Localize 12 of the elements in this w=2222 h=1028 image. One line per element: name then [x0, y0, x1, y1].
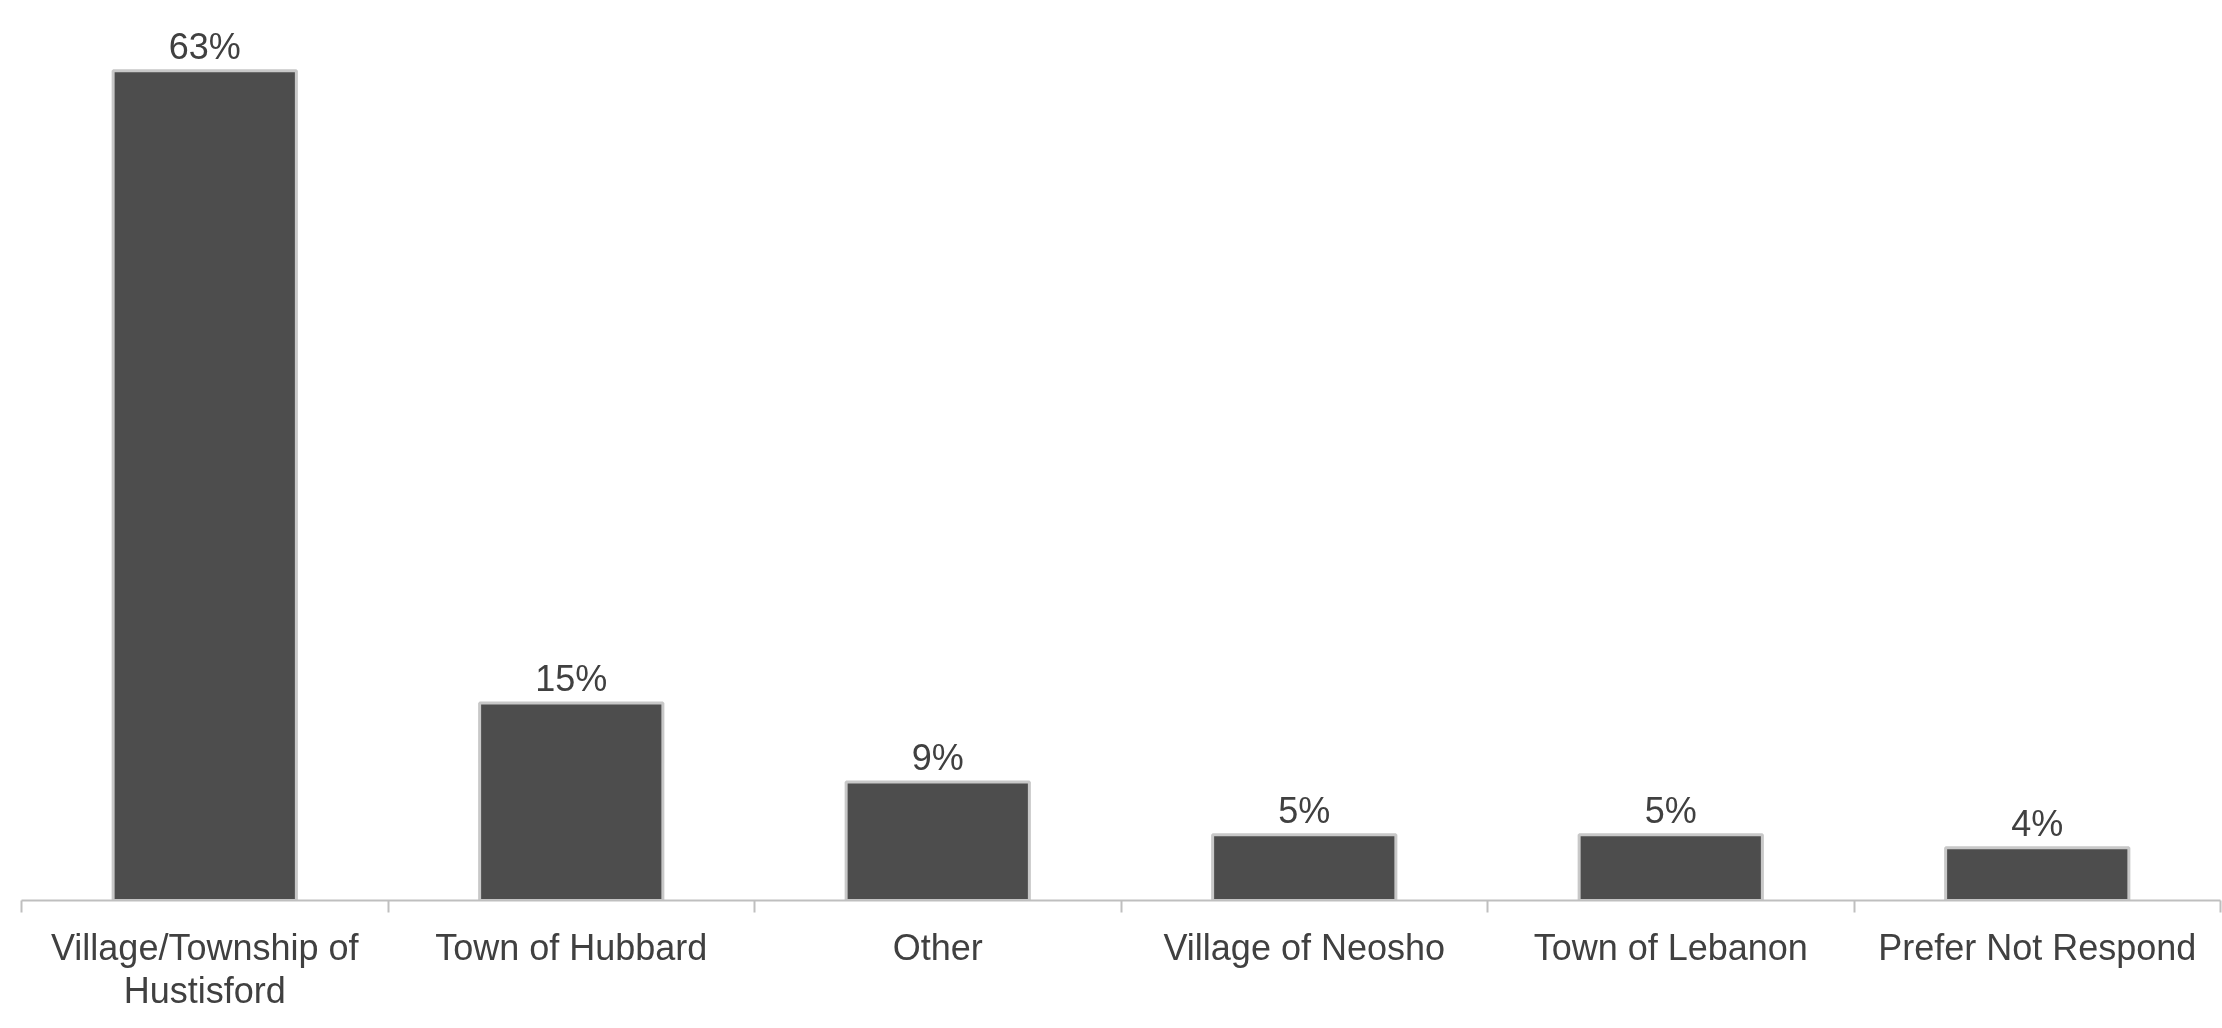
data-label: 63% — [168, 25, 241, 67]
x-tick-label: Other — [892, 926, 983, 968]
x-tick-label: Village of Neosho — [1163, 926, 1446, 968]
x-tick-label: Prefer Not Respond — [1878, 926, 2197, 968]
data-label: 9% — [911, 736, 964, 778]
x-tick-label: Village/Township of Hustisford — [50, 926, 360, 1011]
x-tick-label: Town of Lebanon — [1533, 926, 1808, 968]
x-tick-label: Town of Hubbard — [435, 926, 708, 968]
data-label: 5% — [1278, 789, 1331, 831]
data-label: 5% — [1644, 789, 1697, 831]
data-label: 4% — [2011, 802, 2064, 844]
data-label: 15% — [535, 657, 608, 699]
